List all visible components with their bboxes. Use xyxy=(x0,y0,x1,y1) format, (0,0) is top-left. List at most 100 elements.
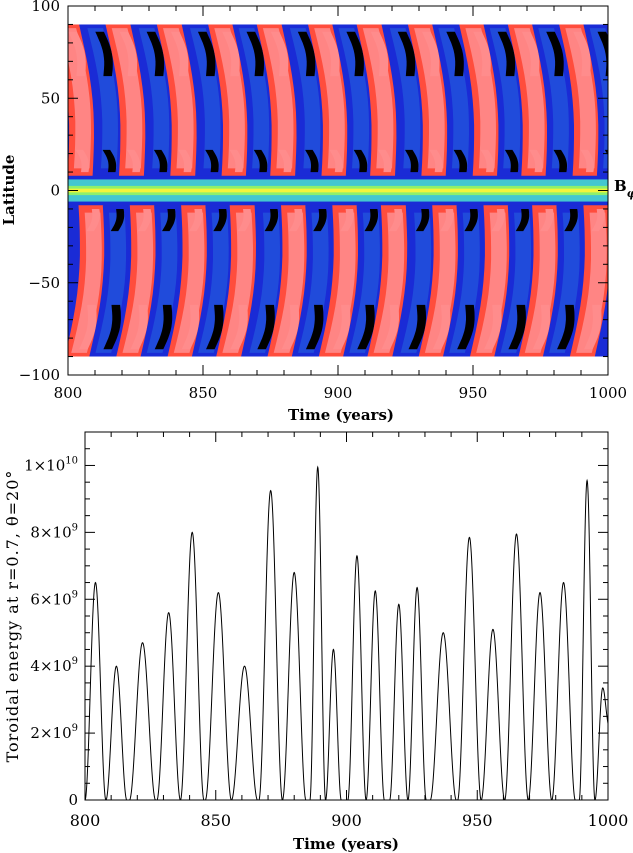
south-band-core-high xyxy=(181,304,200,350)
south-band-core-high xyxy=(584,304,602,350)
north-band-core-high xyxy=(346,31,364,77)
north-band-core-low xyxy=(329,149,343,173)
north-band-core-high xyxy=(422,31,440,77)
south-band-core-low xyxy=(440,209,454,232)
north-band-core-low xyxy=(453,149,468,173)
south-band-core-low xyxy=(162,209,176,232)
north-band-core-low xyxy=(178,149,192,173)
top-x-tick-label: 1000 xyxy=(589,384,627,402)
south-band-core-low xyxy=(464,209,478,232)
equator-zero-line xyxy=(68,188,608,193)
north-band-core-low xyxy=(253,149,268,173)
top-x-axis-title: Time (years) xyxy=(288,406,394,424)
north-band xyxy=(583,24,608,176)
south-band-core-high xyxy=(130,304,148,350)
south-band-core-high xyxy=(432,304,451,350)
south-band-core-low xyxy=(491,209,505,232)
top-x-tick-label: 900 xyxy=(324,384,353,402)
south-band-core-low xyxy=(340,209,354,232)
top-y-tick-label: 0 xyxy=(50,182,60,200)
bottom-y-tick-labels: 0 2×109 4×109 6×109 8×109 1×1010 xyxy=(24,455,78,809)
north-band-core-low xyxy=(229,149,243,173)
south-band-core-high xyxy=(206,304,224,350)
north-band-core-high xyxy=(322,31,340,77)
north-band-core-low xyxy=(529,149,543,173)
north-band-core-high xyxy=(222,31,240,77)
energy-plot: 800 850 900 950 1000 0 2×109 4×109 6×109 8×109 1×… xyxy=(3,431,629,853)
field-label-phi: φ xyxy=(627,187,633,200)
bottom-y-tick-label: 4×109 xyxy=(30,656,78,675)
south-band-core-high xyxy=(103,304,121,350)
north-band-core-low xyxy=(126,149,141,173)
north-band-core-high xyxy=(546,31,564,77)
north-band-core-high xyxy=(197,31,216,77)
south-band-core-low xyxy=(364,209,378,232)
north-band-core-low xyxy=(102,149,117,173)
bottom-y-tick-label: 1×1010 xyxy=(24,455,78,474)
north-band-core-low xyxy=(604,149,608,156)
south-band-core-high xyxy=(381,304,399,350)
north-band-core-high xyxy=(573,31,591,77)
north-band-core-low xyxy=(429,149,443,173)
south-band-core-low xyxy=(564,209,578,232)
bottom-y-tick-label: 2×109 xyxy=(30,723,78,742)
north-band-core-low xyxy=(353,149,368,173)
bottom-x-tick-label: 850 xyxy=(200,811,231,830)
north-band-core-low xyxy=(378,149,392,173)
north-band-inner xyxy=(589,28,608,169)
north-band-core-low xyxy=(405,149,419,173)
north-band-core-high xyxy=(370,31,389,77)
south-band-core-high xyxy=(281,304,300,350)
top-y-tick-label: −100 xyxy=(19,366,60,384)
bottom-x-tick-label: 1000 xyxy=(588,811,629,830)
bottom-y-axis-title: Toroidal energy at r=0.7, θ=20° xyxy=(3,470,22,763)
north-band-core-low xyxy=(75,149,90,173)
bottom-y-tick-label: 0 xyxy=(68,791,78,809)
south-band-core-high xyxy=(154,304,173,350)
top-y-tick-labels: 100 50 0 −50 −100 xyxy=(19,0,60,384)
south-band-core-low xyxy=(237,209,252,232)
top-y-tick-label: 100 xyxy=(31,0,60,15)
north-band-core-high xyxy=(297,31,316,77)
bottom-y-tick-label: 6×109 xyxy=(30,589,78,608)
north-band-core-high xyxy=(497,31,516,77)
south-band-core-low xyxy=(189,209,203,232)
energy-series-line xyxy=(85,465,608,800)
south-band-core-low xyxy=(137,209,152,232)
top-y-tick-label: 50 xyxy=(41,89,60,107)
bottom-y-tick-label: 8×109 xyxy=(30,522,78,541)
top-x-tick-label: 850 xyxy=(189,384,218,402)
top-x-tick-label: 800 xyxy=(54,384,83,402)
south-band-core-low xyxy=(591,209,605,232)
south-band-core-high xyxy=(305,304,324,350)
bottom-plot-frame xyxy=(84,431,609,801)
top-x-tick-label: 950 xyxy=(459,384,488,402)
north-band-core-high xyxy=(270,31,289,77)
north-band-core-low xyxy=(153,149,168,173)
south-band-core-low xyxy=(540,209,554,232)
south-band-core-high xyxy=(557,304,575,350)
north-band-core-low xyxy=(580,149,594,173)
north-band-core-high xyxy=(95,31,113,77)
bottom-x-tick-label: 900 xyxy=(331,811,362,830)
south-band-core-low xyxy=(288,209,303,232)
north-band-core-high xyxy=(521,31,540,77)
north-band-core-low xyxy=(305,149,319,173)
south-band-core-low xyxy=(110,209,125,232)
north-band-core-high xyxy=(146,31,165,77)
top-y-tick-label: −50 xyxy=(28,274,60,292)
south-band-core-high xyxy=(532,304,551,350)
south-band-core-high xyxy=(230,304,248,350)
south-band-core-high xyxy=(332,304,351,350)
field-label-b-phi: Bφ xyxy=(614,177,633,200)
south-band-core-high xyxy=(357,304,375,350)
north-band-core-low xyxy=(553,149,567,173)
north-band-core-high xyxy=(246,31,264,77)
north-band-core-high xyxy=(119,31,138,77)
bottom-x-axis-title: Time (years) xyxy=(293,835,399,853)
north-band-core-high xyxy=(170,31,189,77)
field-label-b: B xyxy=(614,177,627,195)
south-band-core-low xyxy=(515,209,530,232)
north-band-core-high xyxy=(473,31,491,77)
